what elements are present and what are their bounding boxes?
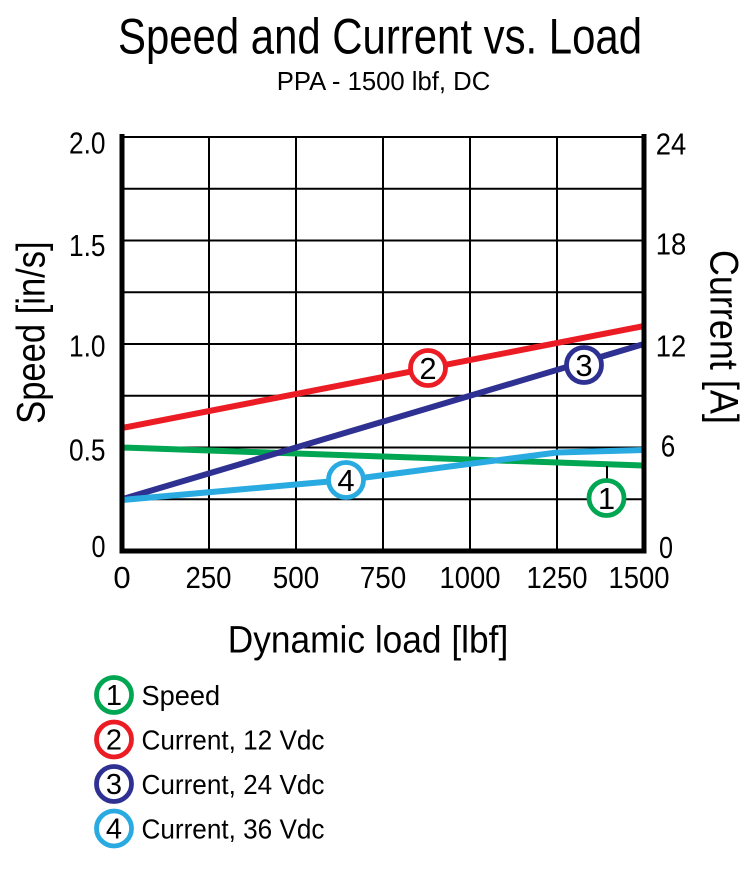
svg-text:1500: 1500 — [609, 560, 670, 595]
svg-text:1250: 1250 — [527, 560, 588, 595]
svg-text:1: 1 — [598, 481, 615, 516]
svg-text:4: 4 — [106, 814, 122, 846]
svg-text:Current, 24 Vdc: Current, 24 Vdc — [142, 769, 325, 800]
svg-text:Current, 12 Vdc: Current, 12 Vdc — [142, 724, 325, 755]
svg-text:1000: 1000 — [440, 560, 501, 595]
svg-text:0: 0 — [659, 530, 673, 565]
svg-text:3: 3 — [575, 348, 592, 383]
svg-text:250: 250 — [186, 560, 232, 595]
svg-text:3: 3 — [106, 769, 122, 801]
svg-text:Speed [in/s]: Speed [in/s] — [10, 241, 54, 424]
svg-text:750: 750 — [360, 560, 407, 595]
svg-text:18: 18 — [656, 227, 687, 262]
svg-text:4: 4 — [337, 463, 354, 498]
svg-text:0: 0 — [92, 529, 106, 564]
svg-text:Current, 36 Vdc: Current, 36 Vdc — [142, 813, 325, 844]
svg-text:0: 0 — [113, 560, 130, 595]
svg-text:24: 24 — [656, 127, 687, 162]
svg-text:1.0: 1.0 — [69, 328, 106, 363]
svg-text:6: 6 — [661, 429, 676, 464]
svg-text:2: 2 — [106, 725, 122, 757]
svg-text:0.5: 0.5 — [69, 432, 106, 467]
svg-text:1.5: 1.5 — [69, 228, 106, 263]
svg-text:500: 500 — [273, 560, 320, 595]
svg-text:1: 1 — [106, 680, 122, 712]
svg-text:Current [A]: Current [A] — [702, 250, 746, 424]
svg-text:Speed and Current vs. Load: Speed and Current vs. Load — [118, 9, 642, 65]
svg-text:2.0: 2.0 — [69, 125, 106, 160]
svg-text:2: 2 — [419, 351, 436, 386]
svg-text:Speed: Speed — [142, 680, 221, 711]
svg-text:12: 12 — [656, 328, 687, 363]
svg-text:Dynamic load [lbf]: Dynamic load [lbf] — [228, 619, 509, 661]
svg-text:PPA - 1500 lbf, DC: PPA - 1500 lbf, DC — [277, 66, 491, 96]
